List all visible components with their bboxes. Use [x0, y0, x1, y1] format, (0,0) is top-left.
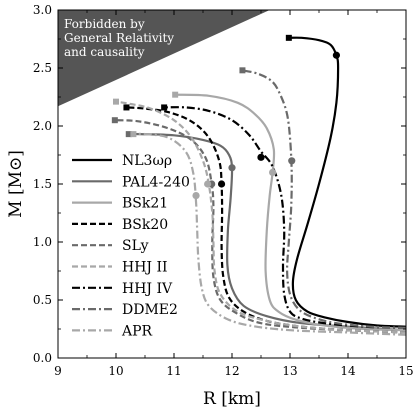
series-dot-marker — [257, 153, 265, 161]
max-mass-marker — [285, 34, 292, 41]
axis-layer: 9 10 11 12 13 14 15 0.0 0.5 1.0 1.5 2.0 2.5 3.0 — [33, 3, 414, 378]
legend-label: HHJ II — [122, 260, 168, 276]
legend-label: NL3ωρ — [122, 153, 172, 169]
x-axis-label: R [km] — [203, 389, 261, 409]
series-line — [164, 106, 406, 329]
series-line — [242, 69, 406, 329]
series-line — [175, 93, 406, 332]
y-tick-label: 1.5 — [33, 177, 52, 191]
series-line — [133, 132, 406, 336]
x-tick-label: 10 — [108, 364, 123, 378]
series-dot-marker — [288, 157, 296, 165]
y-tick-label: 3.0 — [33, 3, 52, 17]
forbidden-region-label-line: General Relativity — [64, 31, 174, 45]
series-dot-marker — [269, 168, 277, 176]
series-dot-marker — [192, 192, 200, 200]
y-tick-label: 0.0 — [33, 351, 52, 365]
y-tick-label: 2.5 — [33, 61, 52, 75]
marker-layer — [111, 34, 340, 200]
forbidden-region — [58, 10, 270, 107]
series-dot-marker — [217, 180, 226, 188]
series-layer — [114, 36, 406, 336]
x-tick-label: 11 — [166, 364, 181, 378]
legend-label: DDME2 — [122, 302, 178, 318]
series-dot-marker — [204, 180, 212, 188]
max-mass-marker — [125, 131, 132, 138]
legend-label: PAL4-240 — [122, 174, 190, 190]
legend-label: HHJ IV — [122, 281, 173, 297]
y-tick-label: 1.0 — [33, 235, 52, 249]
max-mass-marker — [239, 67, 246, 74]
legend-label: BSk20 — [122, 217, 168, 233]
series-line — [126, 106, 406, 334]
legend: NL3ωρ PAL4-240 BSk21 BSk20 SLy HHJ II HHJ IV DD… — [72, 153, 190, 339]
forbidden-region-label-line: and causality — [64, 45, 145, 59]
x-tick-label: 9 — [54, 364, 62, 378]
series-dot-marker — [332, 51, 340, 59]
series-line — [288, 36, 406, 328]
max-mass-marker — [130, 131, 137, 138]
forbidden-region-label-line: Forbidden by — [64, 17, 145, 31]
legend-label: SLy — [122, 238, 149, 254]
legend-label: APR — [121, 323, 153, 339]
y-axis-label: M [M⊙] — [6, 150, 26, 218]
y-tick-label: 0.5 — [33, 293, 52, 307]
y-tick-label: 2.0 — [33, 119, 52, 133]
x-tick-label: 13 — [282, 364, 297, 378]
max-mass-marker — [172, 91, 179, 98]
x-tick-label: 12 — [224, 364, 239, 378]
x-tick-label: 14 — [340, 364, 356, 378]
x-tick-label: 15 — [398, 364, 413, 378]
max-mass-marker — [113, 98, 119, 105]
series-line — [115, 100, 406, 334]
max-mass-marker — [161, 104, 168, 111]
max-mass-marker — [111, 117, 118, 124]
series-dot-marker — [228, 164, 236, 172]
legend-label: BSk21 — [122, 196, 168, 212]
max-mass-marker — [123, 104, 130, 111]
